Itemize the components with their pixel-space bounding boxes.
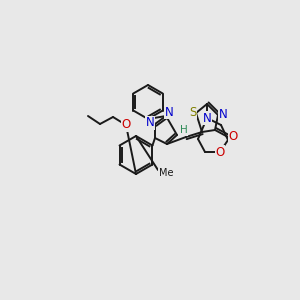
Text: O: O	[228, 130, 238, 143]
Text: N: N	[165, 106, 173, 118]
Text: O: O	[215, 146, 225, 158]
Text: N: N	[219, 109, 227, 122]
Text: N: N	[202, 112, 211, 124]
Text: S: S	[189, 106, 197, 118]
Text: Me: Me	[159, 168, 173, 178]
Text: O: O	[122, 118, 130, 131]
Text: H: H	[180, 125, 188, 135]
Text: N: N	[146, 116, 154, 130]
